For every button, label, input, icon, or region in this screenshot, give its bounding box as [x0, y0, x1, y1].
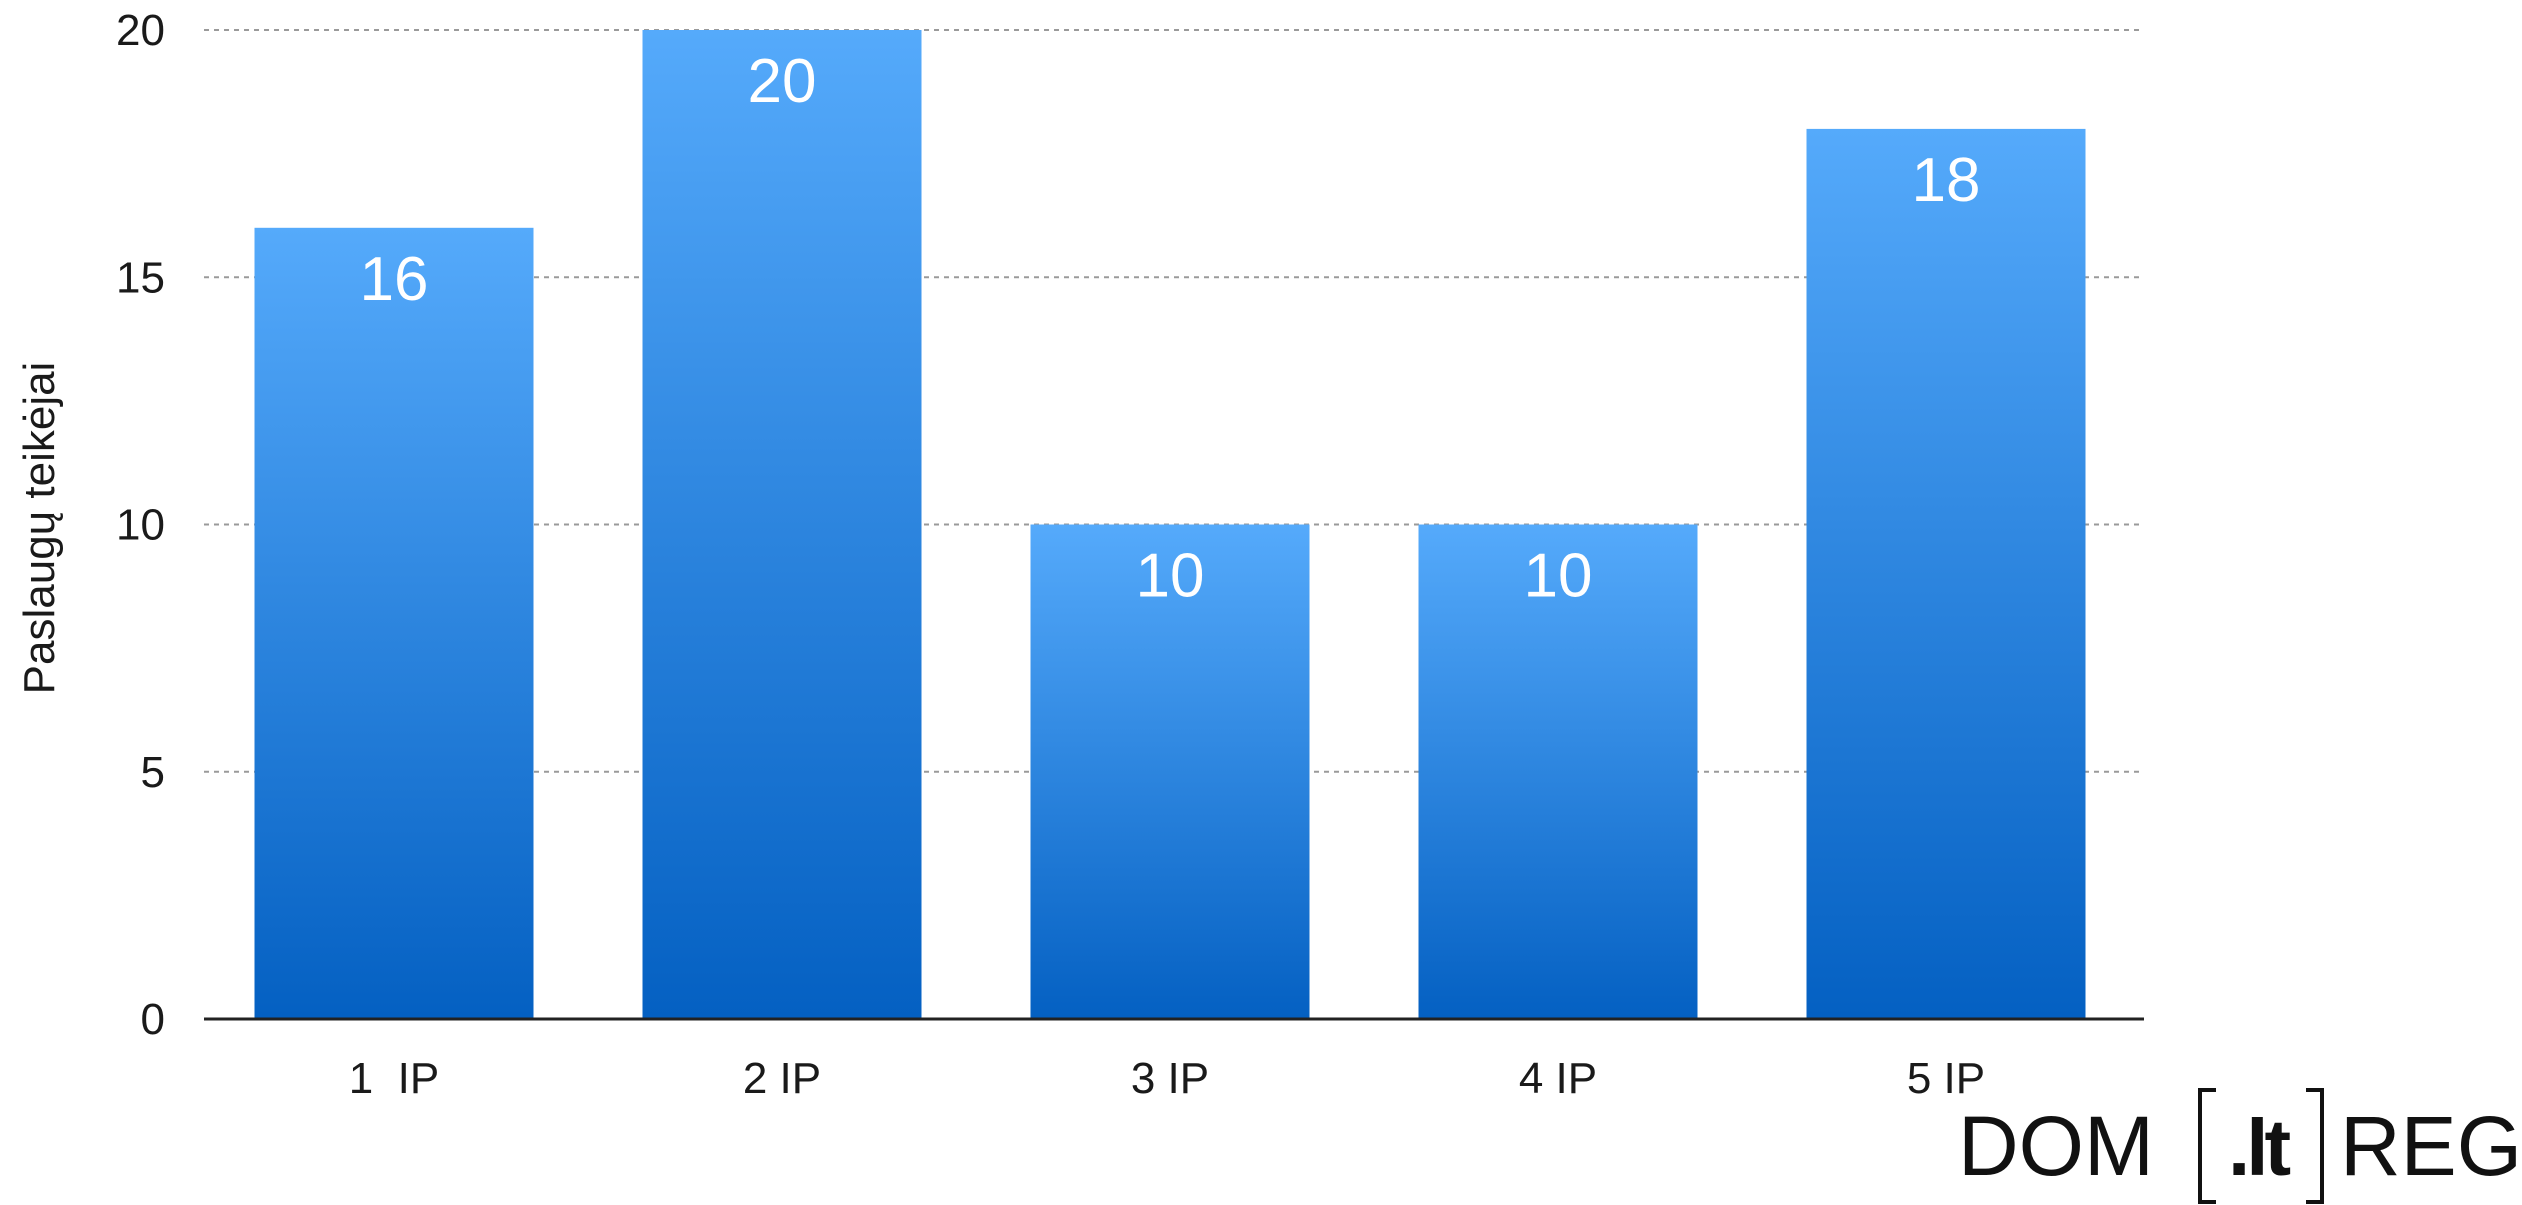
logo-right-text: REG [2340, 1099, 2522, 1193]
bar-5 [1806, 128, 2086, 1019]
y-tick-label: 5 [141, 748, 165, 797]
bar-value-label: 20 [748, 47, 817, 116]
axes: 0 5 10 15 20 1 IP 2 IP 3 IP 4 IP 5 IP [116, 6, 2144, 1103]
bar-1 [254, 227, 534, 1020]
logo-middle-text: .lt [2228, 1103, 2290, 1192]
x-tick-label: 3 IP [1131, 1054, 1209, 1103]
bar-value-label: 16 [360, 245, 429, 314]
logo-right-bracket [2306, 1088, 2324, 1204]
bar-3 [1030, 524, 1310, 1019]
logo-left-text: DOM [1958, 1099, 2154, 1193]
bar-4 [1418, 524, 1698, 1019]
bar-value-label: 10 [1136, 542, 1205, 611]
y-tick-label: 15 [116, 253, 165, 302]
x-tick-label: 4 IP [1519, 1054, 1597, 1103]
x-tick-label: 5 IP [1907, 1054, 1985, 1103]
y-tick-label: 0 [141, 995, 165, 1044]
domreg-logo: DOM .lt REG [1958, 1088, 2522, 1204]
bars: 16 20 10 10 18 [254, 30, 2086, 1020]
y-tick-label: 20 [116, 6, 165, 55]
y-tick-label: 10 [116, 501, 165, 550]
bar-2 [642, 30, 922, 1019]
x-tick-label: 2 IP [743, 1054, 821, 1103]
bar-value-label: 10 [1524, 542, 1593, 611]
x-tick-label: 1 IP [349, 1054, 440, 1103]
bar-value-label: 18 [1912, 146, 1981, 215]
y-axis-label: Paslaugų teikėjai [15, 362, 64, 695]
logo-left-bracket [2198, 1088, 2216, 1204]
